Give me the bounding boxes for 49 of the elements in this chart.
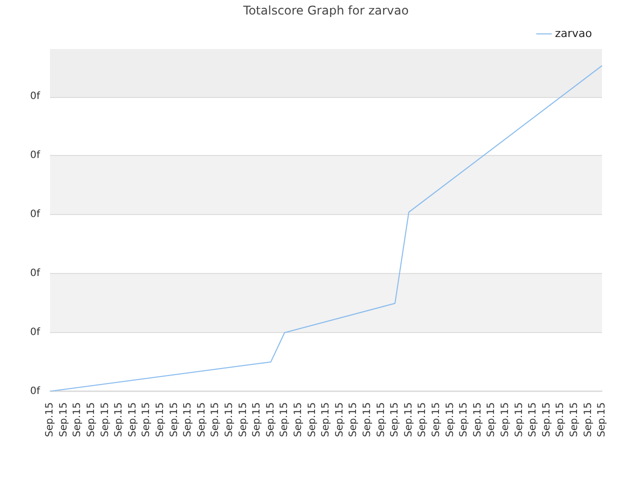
x-tick-label: Sep.15 xyxy=(72,402,84,438)
x-tick-label: Sep.15 xyxy=(417,402,428,438)
x-tick-label: Sep.15 xyxy=(376,402,387,438)
x-tick-label: Sep.15 xyxy=(154,402,166,438)
x-tick-label: Sep.15 xyxy=(596,402,608,438)
x-tick-label: Sep.15 xyxy=(224,402,235,438)
text: 0f xyxy=(30,386,40,397)
text: 0f xyxy=(30,150,40,162)
text: 0f xyxy=(30,326,40,338)
x-tick-label: Sep.15 xyxy=(334,402,346,438)
x-tick-label: Sep.15 xyxy=(58,402,70,438)
x-tick-label: Sep.15 xyxy=(238,402,249,438)
text: 0f xyxy=(30,91,40,102)
x-tick-label: Sep.15 xyxy=(86,402,97,438)
x-tick-label: Sep.15 xyxy=(582,402,594,438)
x-tick-label: Sep.15 xyxy=(265,402,276,438)
x-tick-label: Sep.15 xyxy=(555,402,566,438)
x-tick-label: Sep.15 xyxy=(348,402,360,438)
x-tick-label: Sep.15 xyxy=(292,402,304,438)
x-tick-label: Sep.15 xyxy=(362,402,373,438)
x-tick-label: Sep.15 xyxy=(44,402,56,438)
x-tick-label: Sep.15 xyxy=(568,402,580,438)
x-tick-label: Sep.15 xyxy=(320,402,332,438)
x-tick-label: Sep.15 xyxy=(486,402,498,438)
x-tick-label: Sep.15 xyxy=(196,402,208,438)
x-tick-label: Sep.15 xyxy=(127,402,138,438)
chart-title: Totalscore Graph for zarvao xyxy=(242,3,409,18)
x-tick-label: Sep.15 xyxy=(210,402,222,438)
x-tick-label: Sep.15 xyxy=(252,402,263,438)
x-tick-label: Sep.15 xyxy=(114,402,125,438)
x-tick-label: Sep.15 xyxy=(390,402,401,438)
x-tick-label: Sep.15 xyxy=(168,402,180,438)
text: 0f xyxy=(30,209,40,220)
x-tick-label: Sep.15 xyxy=(403,402,414,438)
x-tick-label: Sep.15 xyxy=(472,402,484,438)
x-tick-label: Sep.15 xyxy=(458,402,470,438)
x-tick-label: Sep.15 xyxy=(528,402,539,438)
x-tick-label: Sep.15 xyxy=(514,402,525,438)
legend-label: zarvao xyxy=(554,26,592,40)
x-tick-label: Sep.15 xyxy=(100,402,111,438)
x-tick-label: Sep.15 xyxy=(444,402,456,438)
text: 0f xyxy=(30,268,40,279)
x-tick-label: Sep.15 xyxy=(279,402,290,438)
x-tick-label: Sep.15 xyxy=(141,402,152,438)
x-tick-label: Sep.15 xyxy=(541,402,552,438)
x-tick-label: Sep.15 xyxy=(182,402,194,438)
x-tick-label: Sep.15 xyxy=(430,402,442,438)
x-tick-label: Sep.15 xyxy=(500,402,511,438)
x-tick-label: Sep.15 xyxy=(306,402,318,438)
